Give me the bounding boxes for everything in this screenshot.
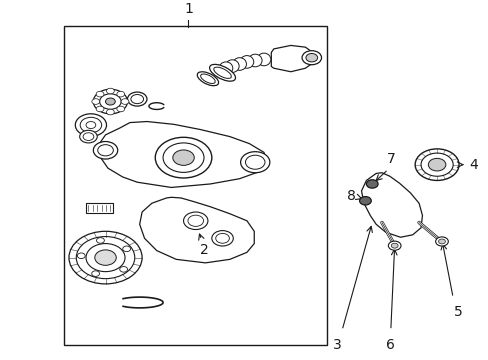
Circle shape [106, 109, 114, 115]
Circle shape [155, 137, 211, 178]
Circle shape [438, 239, 445, 244]
Circle shape [302, 51, 321, 65]
Bar [86, 203, 113, 213]
Circle shape [183, 212, 207, 230]
Circle shape [163, 143, 203, 172]
Text: 4: 4 [469, 158, 478, 172]
Circle shape [117, 91, 124, 97]
Circle shape [359, 197, 370, 205]
Circle shape [80, 117, 102, 133]
Ellipse shape [200, 74, 215, 84]
Text: 2: 2 [200, 243, 208, 257]
Text: 1: 1 [183, 2, 192, 16]
Circle shape [131, 95, 143, 104]
Circle shape [105, 98, 115, 105]
Circle shape [69, 231, 142, 284]
Circle shape [120, 266, 127, 272]
Circle shape [366, 180, 377, 188]
Circle shape [427, 158, 445, 171]
Circle shape [98, 145, 113, 156]
Circle shape [96, 238, 104, 243]
Ellipse shape [240, 55, 253, 68]
Circle shape [86, 244, 125, 272]
Ellipse shape [225, 60, 239, 72]
Polygon shape [98, 122, 266, 188]
Circle shape [93, 141, 118, 159]
Text: 5: 5 [453, 305, 462, 319]
Circle shape [96, 91, 104, 97]
Circle shape [75, 114, 106, 136]
Ellipse shape [219, 62, 232, 75]
Circle shape [435, 237, 447, 246]
Circle shape [83, 133, 94, 140]
Circle shape [93, 89, 127, 114]
Circle shape [106, 88, 114, 94]
Circle shape [80, 130, 97, 143]
Ellipse shape [248, 54, 262, 67]
Circle shape [215, 233, 229, 243]
Ellipse shape [209, 64, 235, 81]
Text: 8: 8 [346, 189, 355, 203]
Circle shape [187, 215, 203, 226]
Circle shape [95, 250, 116, 265]
Ellipse shape [232, 58, 246, 70]
Circle shape [414, 149, 458, 180]
Circle shape [92, 99, 100, 104]
Circle shape [122, 246, 130, 252]
Circle shape [420, 153, 452, 176]
Polygon shape [140, 197, 254, 263]
Circle shape [127, 92, 147, 106]
Circle shape [117, 106, 124, 112]
Polygon shape [361, 173, 422, 237]
Ellipse shape [197, 72, 218, 86]
Circle shape [211, 231, 233, 246]
Circle shape [76, 237, 135, 279]
Circle shape [390, 243, 397, 248]
Circle shape [92, 271, 100, 276]
Polygon shape [271, 45, 312, 72]
Circle shape [240, 152, 269, 173]
Text: 3: 3 [332, 338, 341, 352]
Circle shape [100, 94, 121, 109]
Bar [64, 26, 327, 345]
Text: 7: 7 [386, 152, 394, 166]
Circle shape [172, 150, 194, 165]
Circle shape [77, 253, 85, 258]
Ellipse shape [213, 67, 231, 78]
Circle shape [86, 122, 96, 129]
Ellipse shape [257, 53, 270, 66]
Text: 6: 6 [386, 338, 394, 352]
Circle shape [305, 54, 317, 62]
Circle shape [387, 241, 400, 250]
Circle shape [245, 155, 264, 169]
Circle shape [96, 106, 104, 112]
Circle shape [121, 99, 129, 104]
